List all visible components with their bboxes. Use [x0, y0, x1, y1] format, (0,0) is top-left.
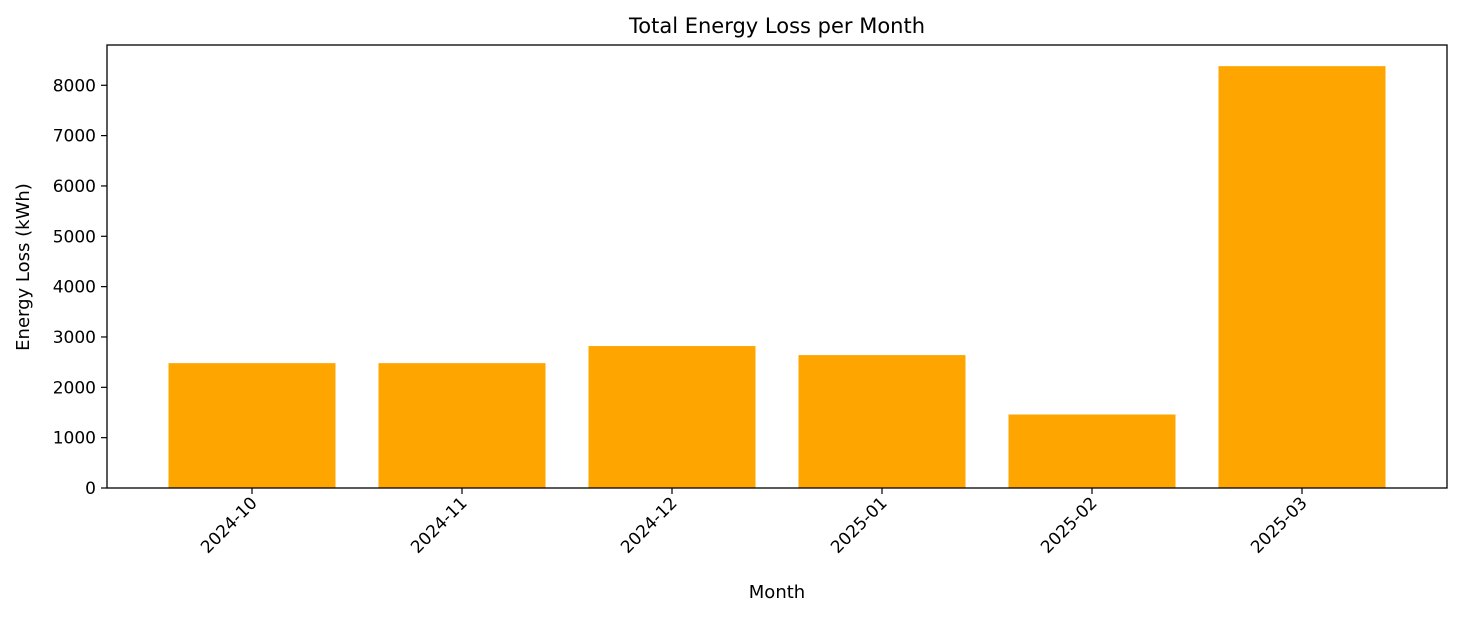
- x-axis-label: Month: [749, 582, 805, 603]
- chart-title: Total Energy Loss per Month: [628, 14, 925, 38]
- x-tick-label: 2024-10: [197, 493, 261, 557]
- y-tick-label: 1000: [53, 429, 96, 449]
- y-tick-label: 8000: [53, 76, 96, 96]
- y-tick-label: 0: [85, 479, 96, 499]
- plot-frame: [106, 44, 1448, 489]
- bar-2025-01: [798, 355, 966, 488]
- x-tick-label: 2025-01: [827, 493, 891, 557]
- x-axis: 2024-10 2024-11 2024-12 2025-01 2025-02 2025-…: [197, 488, 1312, 558]
- x-tick-label: 2024-12: [617, 493, 681, 557]
- y-tick-label: 2000: [53, 378, 96, 398]
- bar-2025-03: [1218, 66, 1386, 488]
- y-tick-label: 3000: [53, 328, 96, 348]
- x-tick-label: 2024-11: [407, 493, 471, 557]
- y-axis-label: Energy Loss (kWh): [13, 183, 34, 351]
- x-tick-label: 2025-03: [1247, 493, 1311, 557]
- bar-2024-10: [168, 363, 336, 488]
- y-tick-label: 6000: [53, 177, 96, 197]
- y-tick-label: 4000: [53, 278, 96, 298]
- bars-group: [168, 66, 1386, 488]
- y-tick-label: 7000: [53, 127, 96, 147]
- bar-2024-11: [378, 363, 546, 488]
- x-tick-label: 2025-02: [1037, 493, 1101, 557]
- y-tick-label: 5000: [53, 227, 96, 247]
- bar-2025-02: [1008, 414, 1176, 488]
- bar-2024-12: [588, 346, 756, 488]
- y-axis: 0 1000 2000 3000 4000 5000 6000 7000 8000: [53, 76, 107, 499]
